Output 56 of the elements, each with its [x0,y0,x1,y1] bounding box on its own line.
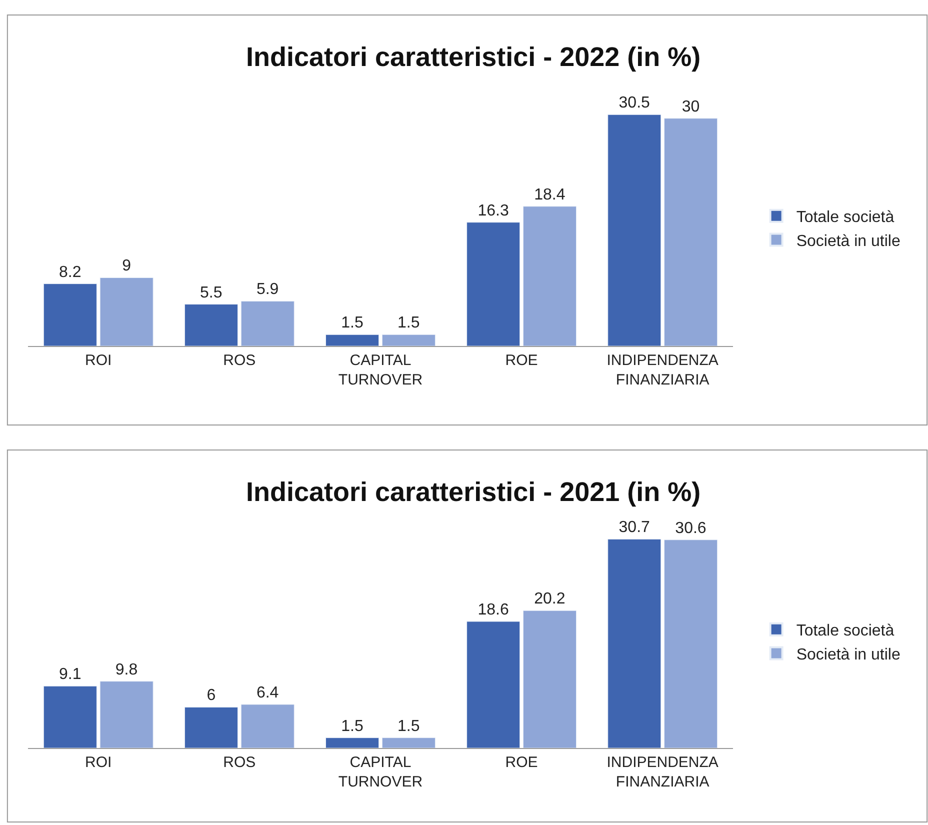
chart-title: Indicatori caratteristici - 2021 (in %) [246,477,701,507]
bar [522,206,577,346]
legend-label: Totale società [796,622,894,640]
bar [466,222,520,346]
x-tick-label: CAPITAL TURNOVER [338,754,423,790]
data-label: 9 [122,258,132,275]
bar [100,277,154,346]
data-label: 30 [682,98,700,116]
data-label: 18.4 [534,186,566,204]
data-label: 16.3 [478,202,509,220]
bar [184,706,238,748]
bar [608,114,662,346]
data-label: 18.6 [478,601,509,618]
data-label: 5.9 [256,281,279,298]
data-label: 9.1 [58,666,82,684]
data-label: 6.4 [256,684,279,702]
bar [240,704,294,748]
data-label: 30.7 [618,519,650,536]
x-tick-label: ROE [505,754,538,771]
bar [522,610,577,748]
bar [43,686,97,748]
bar [326,334,380,346]
x-tick-label: INDIPENDENZA FINANZIARIA [606,754,718,790]
bar [664,540,718,748]
data-label: 5.5 [200,284,222,302]
data-label: 1.5 [398,718,420,735]
x-tick-label: CAPITAL TURNOVER [338,352,423,388]
legend-label: Totale società [796,209,894,226]
bar [100,681,154,748]
bar [608,538,662,748]
bar [43,284,97,346]
data-label: 9.8 [115,661,138,678]
bar [466,621,520,748]
x-tick-label: ROS [223,754,256,771]
legend-label: Società in utile [796,646,900,664]
x-tick-label: ROI [85,754,112,771]
legend-label: Società in utile [796,232,900,250]
x-tick-label: ROI [85,352,112,369]
bar [664,118,718,346]
bar [184,304,238,346]
x-tick-label: INDIPENDENZA FINANZIARIA [606,352,718,388]
bar [326,738,380,748]
data-label: 1.5 [398,314,420,332]
data-label: 1.5 [341,718,364,735]
data-label: 30.5 [618,94,650,112]
data-label: 20.2 [534,590,566,608]
bar [382,738,436,748]
data-label: 6 [206,687,216,704]
data-label: 8.2 [58,264,82,281]
data-label: 30.6 [675,520,706,537]
x-tick-label: ROS [223,352,256,369]
bar [240,300,294,346]
bar [382,334,436,346]
x-tick-label: ROE [505,352,538,369]
data-label: 1.5 [341,314,364,332]
chart-title: Indicatori caratteristici - 2022 (in %) [246,42,701,72]
